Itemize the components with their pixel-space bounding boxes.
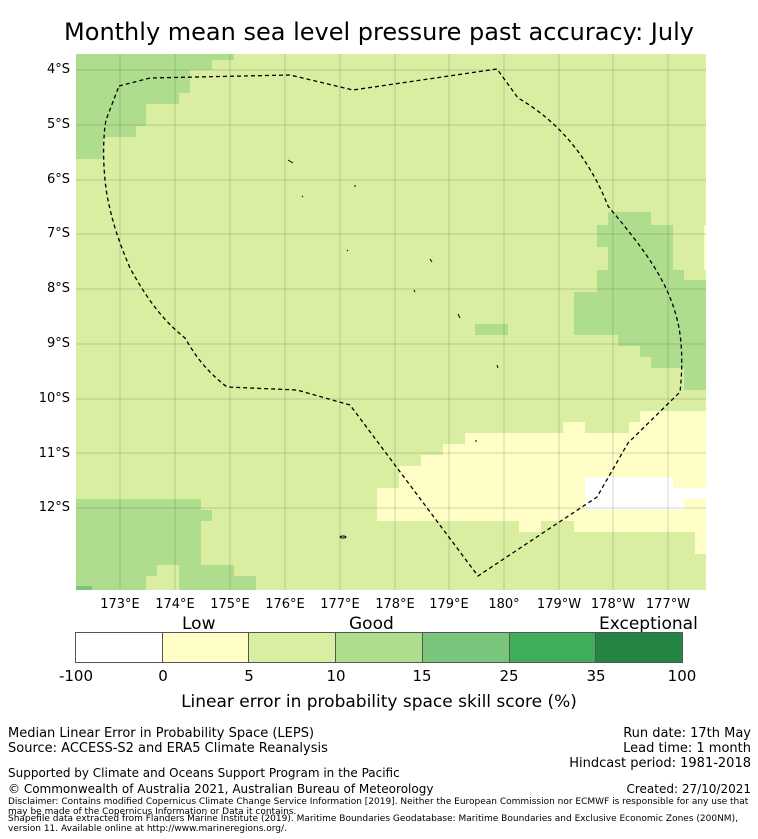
lon-label: 180° — [488, 597, 520, 612]
colorbar-label: Linear error in probability space skill … — [181, 692, 577, 712]
light-green-area-northwest — [76, 54, 234, 159]
lat-label: 6°S — [46, 172, 70, 187]
colorbar-swatch-light-yellow — [162, 633, 250, 662]
light-green-area-east — [574, 212, 706, 390]
disclaimer-text: Disclaimer: Contains modified Copernicus… — [8, 797, 749, 817]
lat-label: 9°S — [46, 336, 70, 351]
lon-label: 179°E — [429, 597, 469, 612]
category-exceptional: Exceptional — [599, 614, 698, 634]
light-green-area-southwest — [76, 499, 256, 590]
white-area-southeast — [585, 477, 706, 510]
eez-boundary — [102, 68, 683, 577]
source-text: Source: ACCESS-S2 and ERA5 Climate Reana… — [8, 741, 328, 756]
page-title: Monthly mean sea level pressure past acc… — [64, 18, 694, 46]
skill-map — [76, 54, 706, 590]
skill-grid — [76, 54, 706, 590]
lon-label: 178°E — [375, 597, 415, 612]
islands — [287, 159, 499, 539]
colorbar-swatch-light-green — [336, 633, 423, 662]
lat-label: 8°S — [46, 281, 70, 296]
colorbar-swatch-green — [509, 633, 597, 662]
lat-label: 11°S — [38, 446, 70, 461]
light-green-area-center — [475, 324, 508, 335]
lat-label: 10°S — [38, 391, 70, 406]
shapefile-credit: Shapefile data extracted from Flanders M… — [8, 814, 738, 834]
colorbar-tick: 5 — [244, 667, 254, 685]
copyright-text: © Commonwealth of Australia 2021, Austra… — [8, 782, 434, 796]
colorbar-tick: -100 — [58, 667, 94, 685]
method-text: Median Linear Error in Probability Space… — [8, 726, 315, 741]
created-date: Created: 27/10/2021 — [626, 782, 751, 796]
lat-label: 5°S — [46, 117, 70, 132]
graticule — [76, 54, 706, 590]
colorbar-swatch-dark-green — [596, 633, 683, 662]
lon-label: 175°E — [210, 597, 250, 612]
hindcast-period: Hindcast period: 1981-2018 — [569, 756, 751, 771]
colorbar-swatch-medium-green — [422, 633, 510, 662]
lat-label: 4°S — [46, 62, 70, 77]
lon-label: 174°E — [155, 597, 195, 612]
lon-label: 179°W — [536, 597, 582, 612]
colorbar-tick: 35 — [586, 667, 606, 685]
lat-label: 7°S — [46, 226, 70, 241]
colorbar-swatch-white — [76, 633, 163, 662]
lon-label: 177°W — [645, 597, 691, 612]
colorbar-tick: 25 — [499, 667, 519, 685]
support-text: Supported by Climate and Oceans Support … — [8, 766, 400, 780]
colorbar-tick: 100 — [667, 667, 697, 685]
medium-green-cell — [76, 586, 92, 590]
colorbar-tick: 0 — [158, 667, 168, 685]
lat-label: 12°S — [38, 500, 70, 515]
category-low: Low — [182, 614, 216, 634]
colorbar-tick: 15 — [412, 667, 432, 685]
lon-label: 178°W — [590, 597, 636, 612]
colorbar — [75, 632, 683, 663]
category-good: Good — [349, 614, 394, 634]
lon-label: 176°E — [265, 597, 305, 612]
run-date: Run date: 17th May — [623, 726, 751, 741]
colorbar-tick: 10 — [326, 667, 346, 685]
light-yellow-edge-east — [704, 225, 706, 270]
light-yellow-area-south — [377, 411, 706, 554]
lead-time: Lead time: 1 month — [623, 741, 751, 756]
lon-label: 177°E — [320, 597, 360, 612]
colorbar-swatch-pale-green — [249, 633, 337, 662]
lon-label: 173°E — [100, 597, 140, 612]
